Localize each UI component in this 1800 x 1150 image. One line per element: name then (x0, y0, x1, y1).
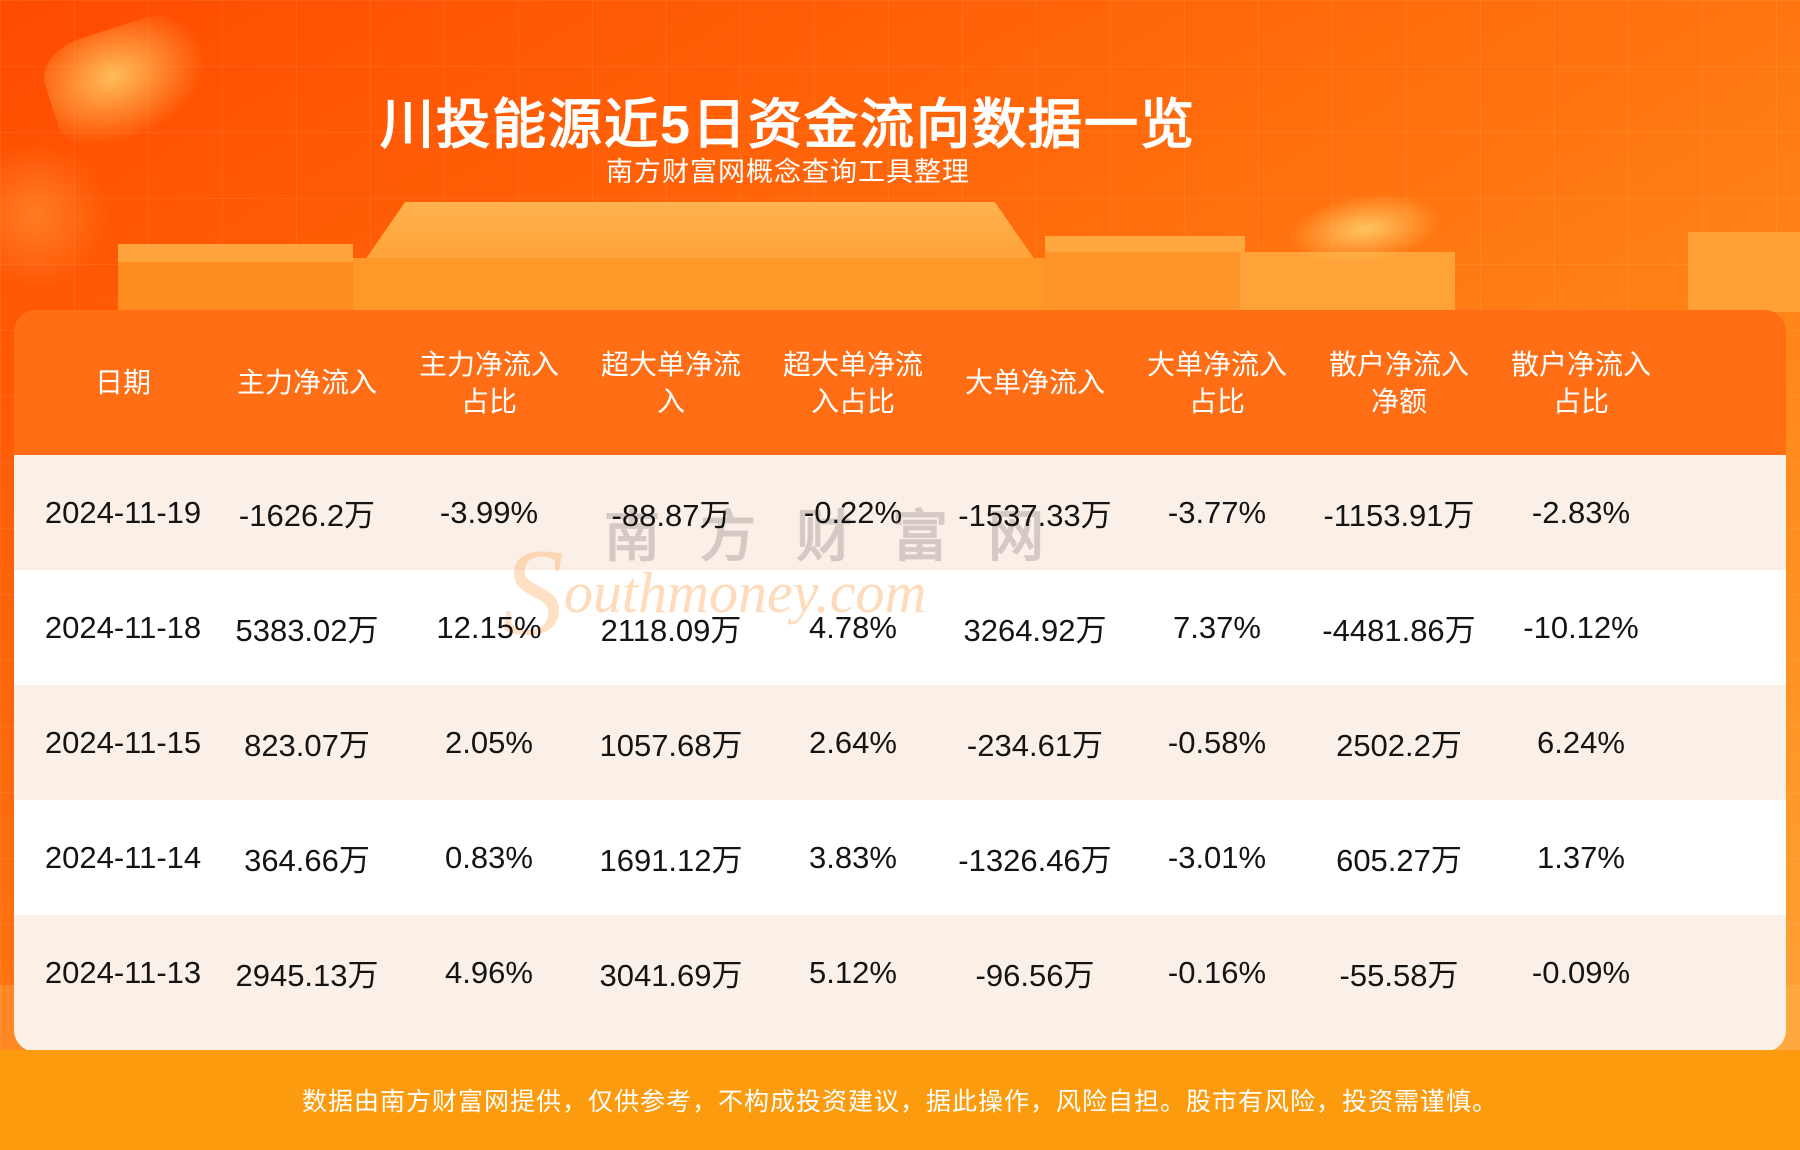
value-cell: -3.77% (1167, 494, 1267, 530)
column-header-line: 占比 (460, 385, 517, 417)
column-header: 超大单净流 入占比 (762, 346, 944, 420)
table-row: 2024-11-19 -1626.2万 -3.99% -88.87万 -0.22% -15… (14, 455, 1786, 570)
value-cell: 0.83% (445, 839, 533, 875)
column-header-line: 超大单净流 (600, 348, 741, 380)
value-cell: -0.09% (1531, 954, 1631, 990)
column-header: 主力净流入 占比 (398, 346, 580, 420)
value-cell: -88.87万 (611, 498, 731, 533)
value-cell: -1326.46万 (958, 843, 1112, 878)
column-header-line: 大单净流入 (1146, 348, 1287, 380)
value-cell: 6.24% (1537, 724, 1625, 760)
value-cell: 7.37% (1173, 609, 1261, 645)
value-cell: 1.37% (1537, 839, 1625, 875)
value-cell: 4.96% (445, 954, 533, 990)
value-cell: -3.01% (1167, 839, 1267, 875)
value-cell: 605.27万 (1336, 843, 1462, 878)
value-cell: -1537.33万 (958, 498, 1112, 533)
value-cell: -10.12% (1523, 609, 1639, 645)
table-header-row: 日期 主力净流入 主力净流入 占比 超大单净流入超大单净流 入占比 大单净流入 大单净流入 占比… (14, 310, 1786, 455)
column-header: 主力净流入 (216, 364, 398, 401)
value-cell: 3264.92万 (963, 613, 1107, 648)
column-header: 超大单净流入 (580, 346, 762, 420)
value-cell: -3.99% (439, 494, 539, 530)
table-bottom-pad (14, 1030, 1786, 1052)
value-cell: -4481.86万 (1322, 613, 1476, 648)
value-cell: 4.78% (809, 609, 897, 645)
date-cell: 2024-11-19 (44, 494, 202, 530)
value-cell: 3041.69万 (599, 958, 743, 993)
column-header-line: 大单净流入 (964, 367, 1105, 398)
footer-disclaimer-text: 数据由南方财富网提供，仅供参考，不构成投资建议，据此操作，风险自担。股市有风险，… (301, 1088, 1498, 1116)
column-header-line: 占比 (1552, 385, 1609, 417)
column-header-line: 日期 (94, 367, 151, 398)
date-cell: 2024-11-14 (44, 839, 202, 875)
value-cell: 2502.2万 (1336, 728, 1462, 763)
table-row: 2024-11-15 823.07万 2.05% 1057.68万 2.64% -234.… (14, 685, 1786, 800)
fund-flow-table-card: 日期 主力净流入 主力净流入 占比 超大单净流入超大单净流 入占比 大单净流入 大单净流入 占比… (14, 310, 1786, 1052)
table-row: 2024-11-13 2945.13万 4.96% 3041.69万 5.12% -96.… (14, 915, 1786, 1030)
value-cell: -55.58万 (1339, 958, 1459, 993)
value-cell: 1691.12万 (599, 843, 743, 878)
value-cell: 2.64% (809, 724, 897, 760)
date-cell: 2024-11-18 (44, 609, 202, 645)
column-header: 散户净流入 净额 (1308, 346, 1490, 420)
date-cell: 2024-11-15 (44, 724, 202, 760)
page-subtitle: 南方财富网概念查询工具整理 (606, 157, 970, 187)
value-cell: 5383.02万 (235, 613, 379, 648)
value-cell: -1153.91万 (1323, 498, 1475, 533)
value-cell: -234.61万 (966, 728, 1104, 763)
page-title: 川投能源近5日资金流向数据一览 (379, 95, 1197, 156)
footer-disclaimer-band: 数据由南方财富网提供，仅供参考，不构成投资建议，据此操作，风险自担。股市有风险，… (0, 1050, 1800, 1150)
table-body: 2024-11-19 -1626.2万 -3.99% -88.87万 -0.22% -15… (14, 455, 1786, 1030)
column-header-line: 入占比 (810, 385, 895, 417)
value-cell: 3.83% (809, 839, 897, 875)
value-cell: -0.22% (803, 494, 903, 530)
column-header: 大单净流入 占比 (1126, 346, 1308, 420)
table-row: 2024-11-18 5383.02万 12.15% 2118.09万 4.78% 326… (14, 570, 1786, 685)
value-cell: 12.15% (436, 609, 542, 645)
column-header-line: 散户净流入 (1328, 348, 1469, 380)
column-header-line: 超大单净流 (782, 348, 923, 380)
date-cell: 2024-11-13 (44, 954, 202, 990)
value-cell: -96.56万 (975, 958, 1095, 993)
column-header: 大单净流入 (944, 364, 1126, 401)
value-cell: 364.66万 (244, 843, 370, 878)
column-header-line: 净额 (1370, 385, 1427, 417)
column-header-line: 散户净流入 (1510, 348, 1651, 380)
value-cell: 1057.68万 (599, 728, 743, 763)
table-row: 2024-11-14 364.66万 0.83% 1691.12万 3.83% -1326… (14, 800, 1786, 915)
value-cell: 2.05% (445, 724, 533, 760)
column-header-line: 主力净流入 (236, 367, 377, 398)
column-header: 日期 (30, 364, 216, 401)
value-cell: 5.12% (809, 954, 897, 990)
value-cell: 2945.13万 (235, 958, 379, 993)
value-cell: -1626.2万 (238, 498, 376, 533)
value-cell: 823.07万 (244, 728, 370, 763)
value-cell: 2118.09万 (600, 613, 742, 648)
value-cell: -2.83% (1531, 494, 1631, 530)
value-cell: -0.16% (1167, 954, 1267, 990)
column-header-line: 占比 (1188, 385, 1245, 417)
column-header-line: 入 (656, 385, 685, 417)
column-header-line: 主力净流入 (418, 348, 559, 380)
column-header: 散户净流入 占比 (1490, 346, 1672, 420)
value-cell: -0.58% (1167, 724, 1267, 760)
